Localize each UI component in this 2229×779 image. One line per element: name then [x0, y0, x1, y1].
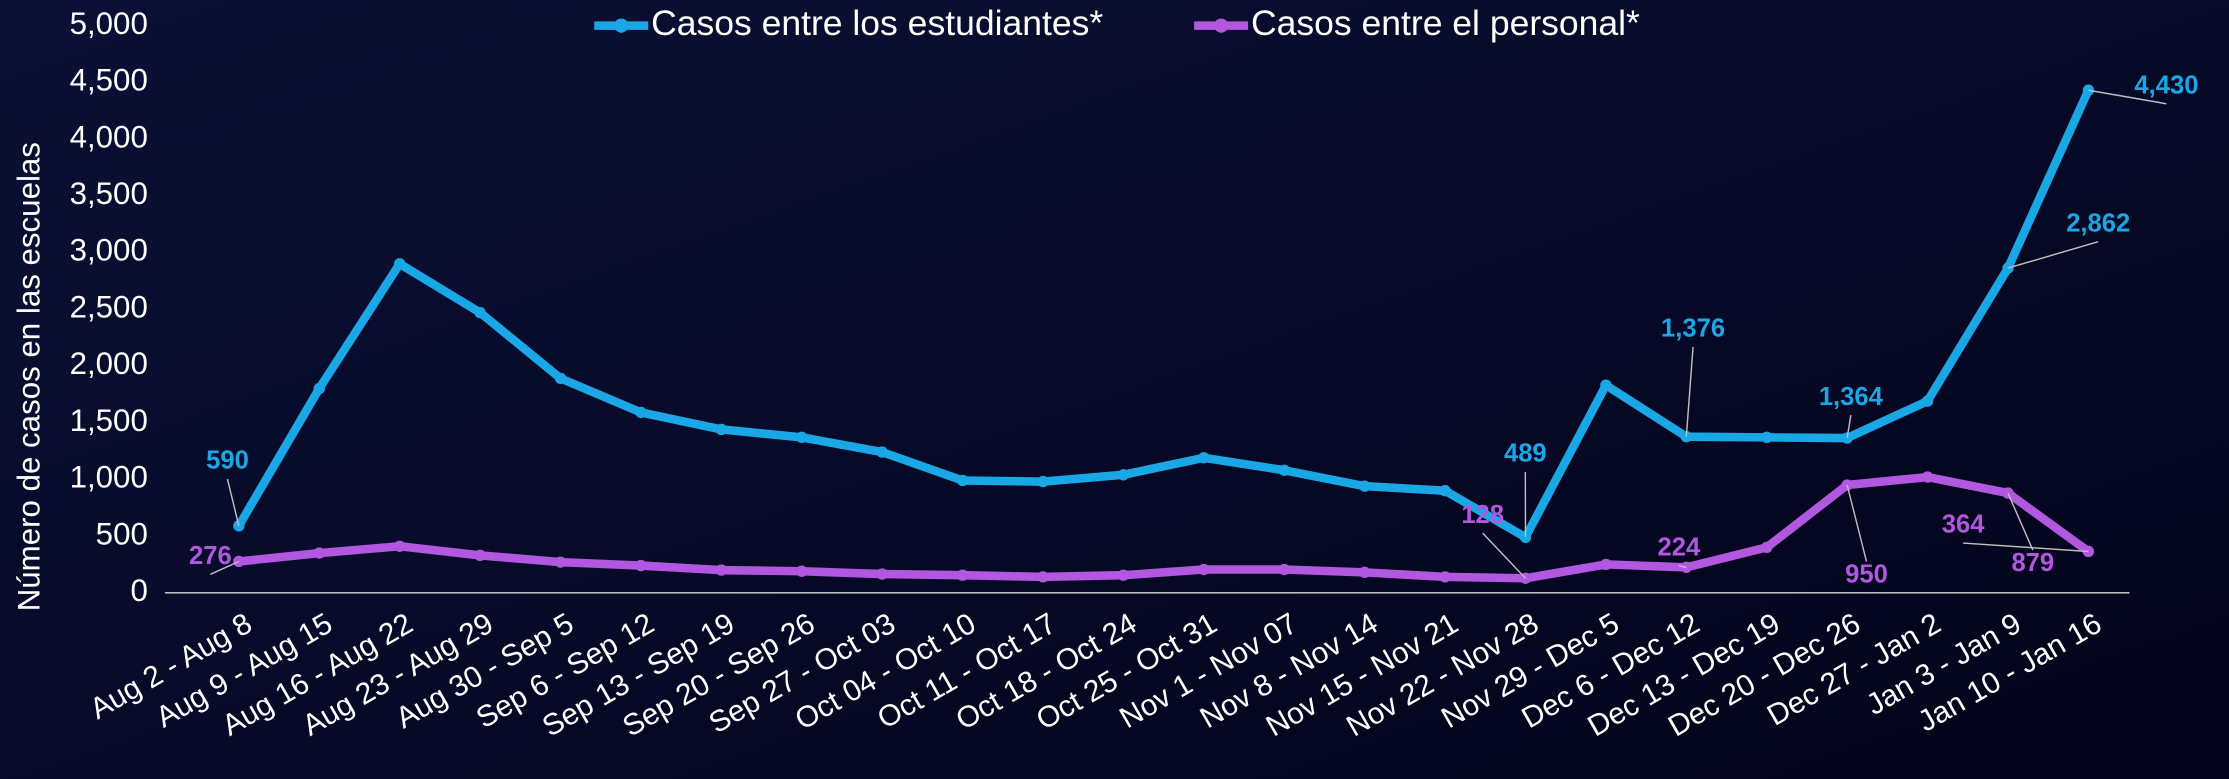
point: [2082, 84, 2095, 96]
point: [1037, 475, 1049, 488]
leader-line: [1482, 532, 1527, 579]
y-tick-label: 2,000: [70, 346, 148, 381]
point: [554, 372, 567, 385]
point: [1600, 379, 1612, 391]
point: [1117, 469, 1130, 481]
leader-line: [1678, 565, 1687, 569]
legend-label: Casos entre el personal*: [1251, 3, 1640, 43]
point: [635, 406, 647, 419]
y-axis-label: Número de casos en las escuelas: [12, 142, 47, 611]
y-tick-label: 500: [96, 516, 148, 551]
point: [796, 565, 808, 577]
series-line: [235, 88, 2093, 542]
point: [1037, 571, 1049, 583]
point: [956, 569, 969, 581]
data-label: 1,376: [1661, 315, 1725, 343]
point: [956, 474, 969, 487]
y-tick-label: 3,500: [70, 176, 148, 211]
point: [313, 382, 325, 395]
data-label: 590: [206, 447, 249, 475]
leader-line: [1846, 484, 1868, 562]
point: [1761, 541, 1773, 554]
leader-line: [210, 560, 240, 575]
point: [1358, 480, 1371, 492]
y-tick-label: 3,000: [70, 233, 148, 268]
point: [1761, 431, 1773, 444]
point: [1921, 395, 1934, 407]
point: [635, 559, 647, 572]
point: [554, 556, 567, 568]
point: [1439, 484, 1451, 497]
leader-line: [2088, 89, 2167, 105]
data-label: 224: [1658, 533, 1701, 561]
y-tick-label: 1,000: [70, 460, 148, 495]
y-tick-label: 0: [130, 573, 147, 608]
leader-line: [1963, 542, 2089, 553]
legend-marker: [614, 18, 629, 33]
data-label: 2,862: [2066, 209, 2130, 237]
data-label: 276: [189, 542, 232, 570]
point: [393, 258, 406, 270]
legend-marker: [1214, 18, 1229, 33]
y-tick-label: 4,500: [70, 63, 148, 98]
data-label: 1,364: [1819, 383, 1884, 411]
point: [313, 547, 325, 559]
data-label: 950: [1845, 560, 1888, 588]
y-tick-label: 4,000: [70, 119, 148, 154]
data-label: 489: [1504, 440, 1547, 468]
point: [474, 549, 486, 562]
y-tick-label: 1,500: [70, 403, 148, 438]
point: [796, 431, 808, 444]
series-line: [238, 472, 2091, 583]
point: [1278, 563, 1290, 576]
leader-line: [2007, 240, 2099, 269]
point: [1358, 566, 1371, 579]
leader-line: [226, 478, 240, 527]
point: [715, 564, 728, 576]
point: [1439, 571, 1451, 583]
point: [715, 423, 728, 436]
point: [1198, 563, 1210, 576]
y-tick-label: 2,500: [70, 289, 148, 324]
point: [1921, 471, 1934, 483]
data-label: 128: [1461, 501, 1504, 529]
data-label: 4,430: [2134, 71, 2198, 99]
point: [474, 306, 486, 319]
y-tick-label: 5,000: [70, 6, 148, 41]
leader-line: [1846, 414, 1852, 439]
leader-line: [2007, 492, 2034, 551]
leader-line: [1685, 346, 1694, 437]
point: [876, 446, 888, 458]
point: [393, 540, 406, 552]
point: [1278, 464, 1290, 476]
point: [1198, 452, 1210, 464]
legend-label: Casos entre los estudiantes*: [651, 3, 1103, 43]
data-label: 364: [1942, 511, 1985, 539]
point: [1680, 561, 1693, 574]
data-label: 879: [2011, 549, 2054, 577]
point: [1117, 569, 1130, 581]
point: [1600, 558, 1612, 571]
point: [876, 568, 888, 580]
